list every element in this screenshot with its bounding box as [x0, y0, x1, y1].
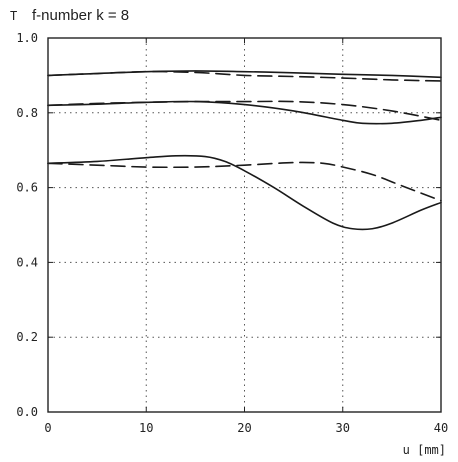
y-tick-labels: 0.0 0.2 0.4 0.6 0.8 1.0: [16, 31, 38, 419]
y-tick-label: 0.8: [16, 106, 38, 120]
y-tick-label: 0.0: [16, 405, 38, 419]
y-axis-label: T: [10, 9, 17, 23]
y-tick-label: 0.2: [16, 330, 38, 344]
x-axis-label: u [mm]: [403, 443, 446, 457]
x-tick-labels: 0 10 20 30 40: [44, 421, 448, 435]
series-lines: [47, 70, 442, 231]
y-tick-label: 0.6: [16, 181, 38, 195]
x-tick-label: 10: [139, 421, 153, 435]
y-tick-label: 1.0: [16, 31, 38, 45]
tick-marks: [47, 37, 442, 413]
chart-title: f-number k = 8: [32, 7, 129, 24]
x-tick-label: 20: [237, 421, 251, 435]
solid-curve-5: [47, 154, 442, 231]
dashed-curve-2: [47, 70, 442, 82]
y-tick-label: 0.4: [16, 255, 38, 269]
x-tick-label: 40: [434, 421, 448, 435]
x-tick-label: 0: [44, 421, 51, 435]
dashed-curve-4: [47, 100, 442, 122]
x-tick-label: 30: [336, 421, 350, 435]
solid-curve-3: [47, 100, 442, 125]
dashed-curve-6: [47, 161, 442, 202]
solid-curve-1: [47, 70, 442, 79]
grid-lines: [48, 38, 441, 412]
